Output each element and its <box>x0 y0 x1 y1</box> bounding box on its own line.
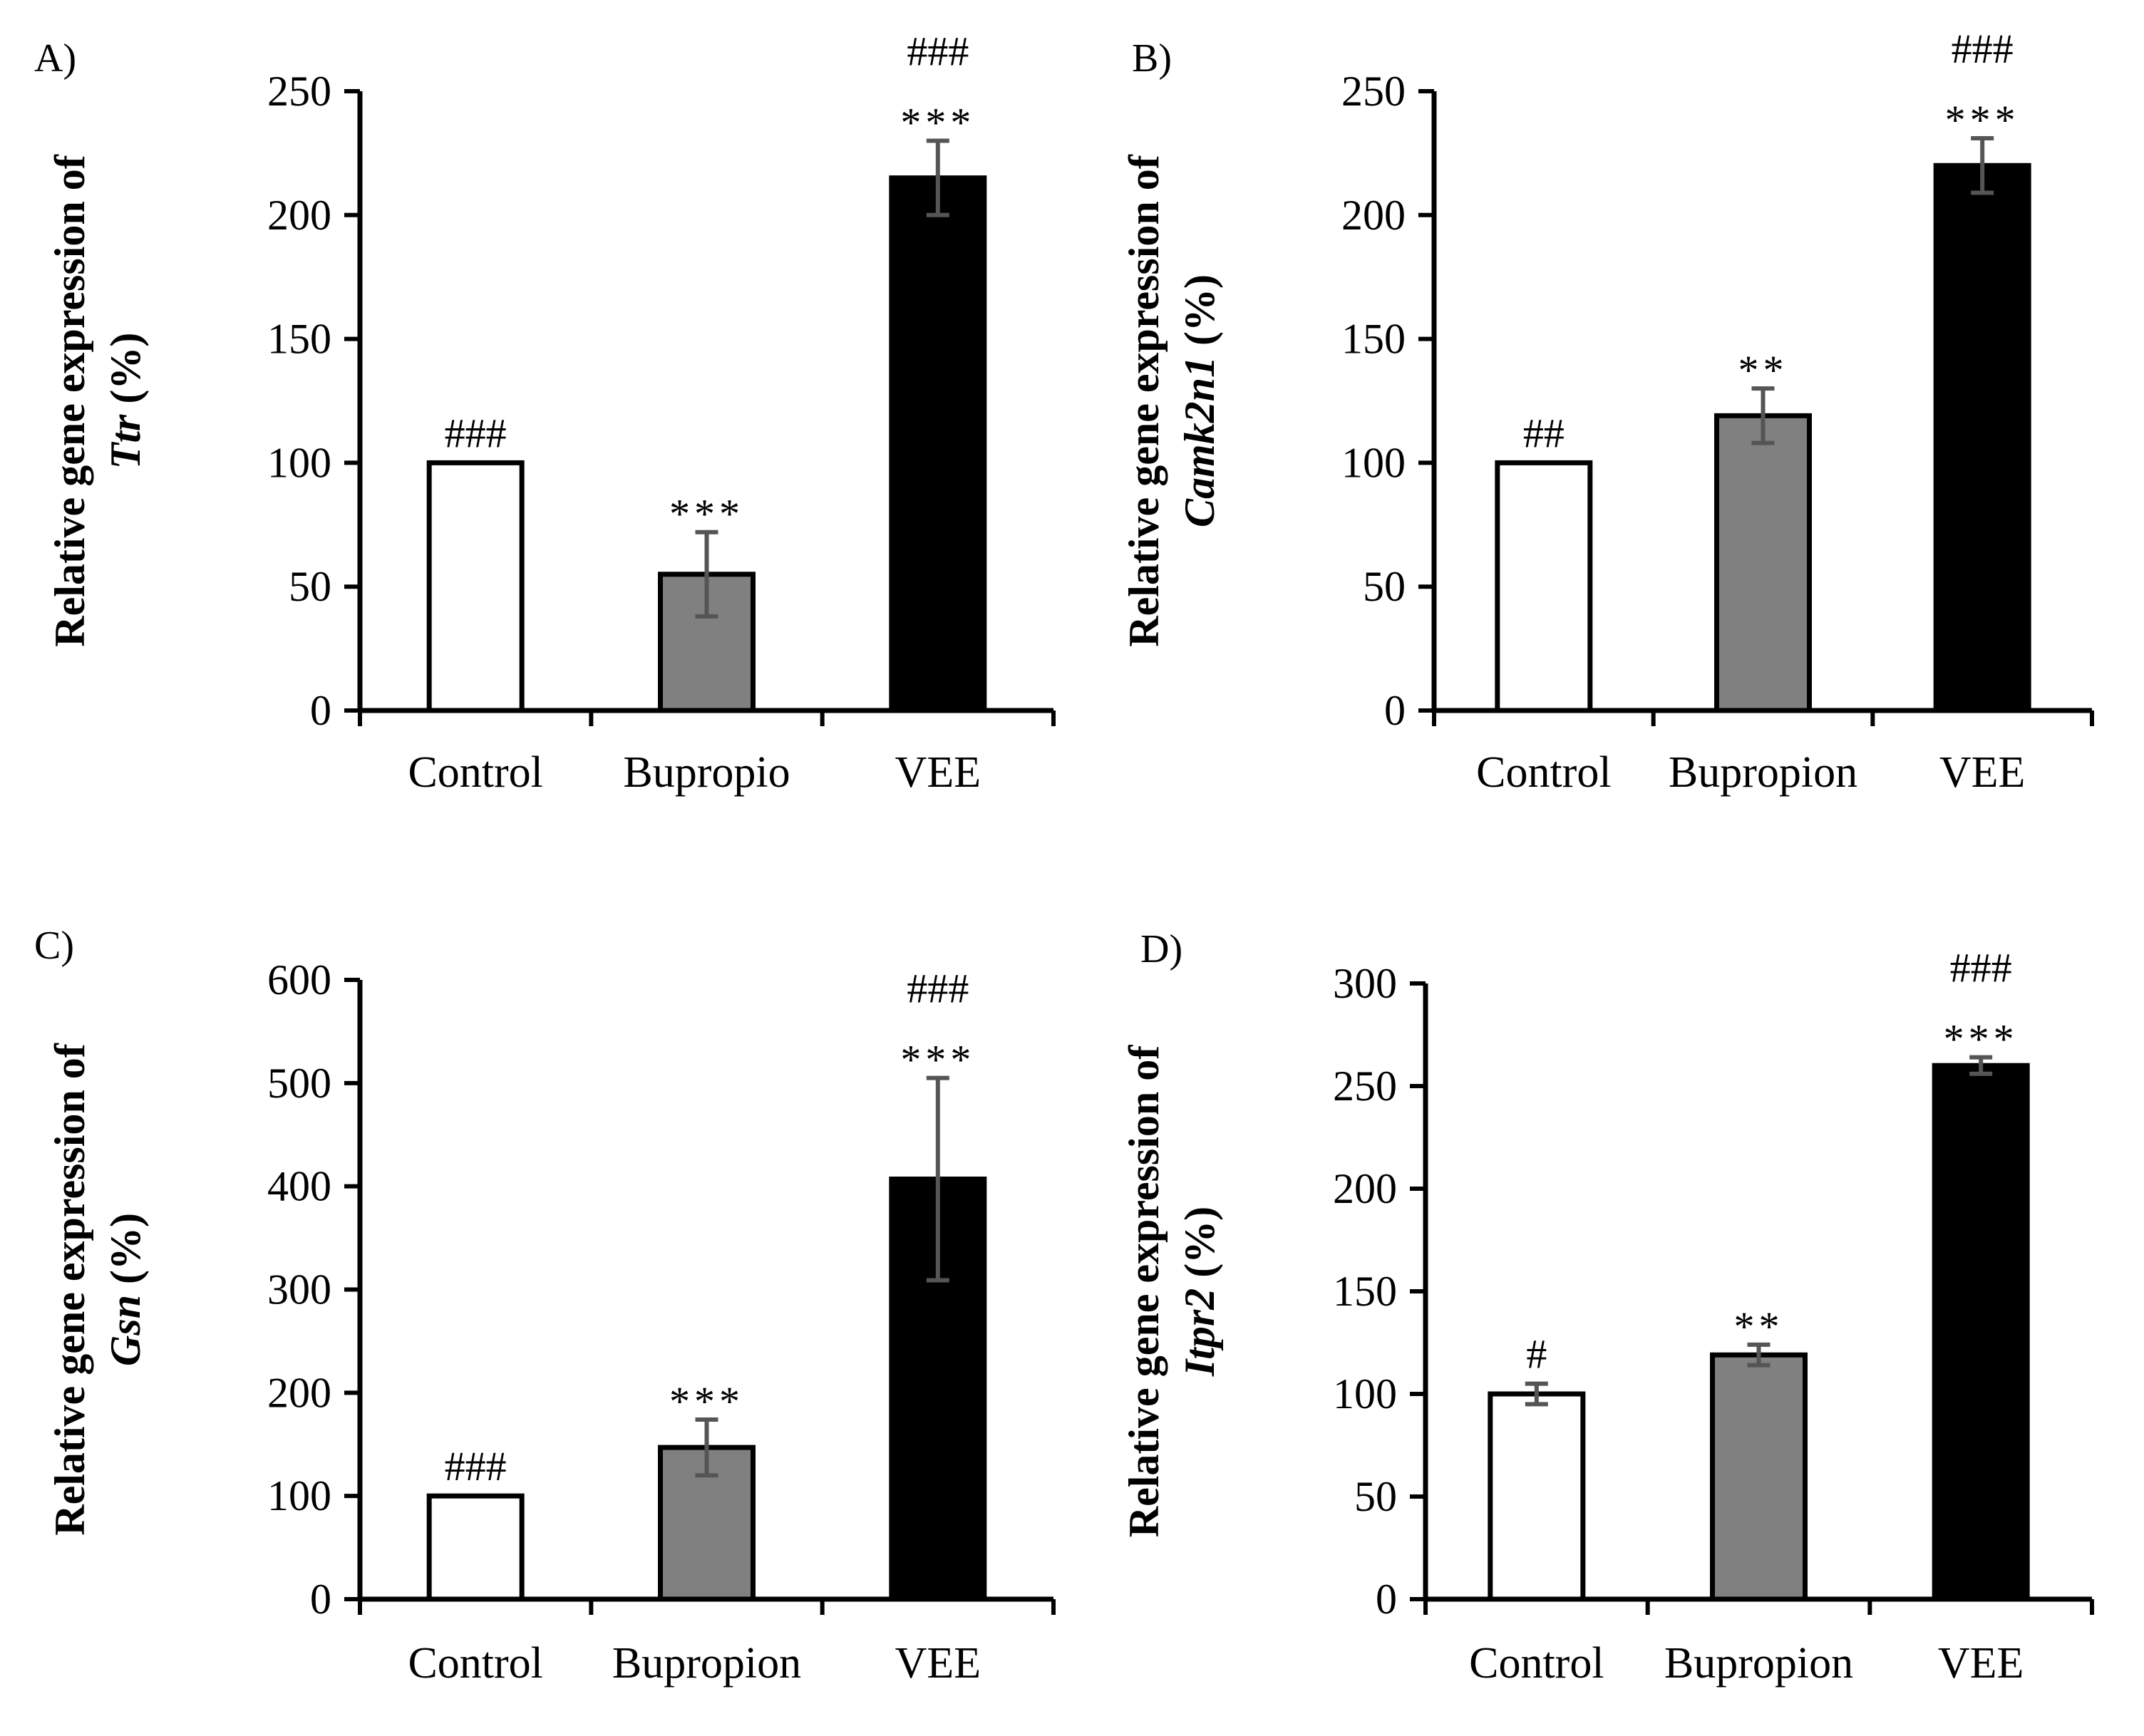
y-tick-label: 500 <box>267 1060 331 1107</box>
y-axis-label-line2: Camk2n1 (%) <box>1176 274 1223 527</box>
bar-control <box>426 1493 525 1602</box>
y-tick-label: 100 <box>267 1472 331 1519</box>
y-tick-label: 250 <box>1333 1063 1397 1110</box>
y-tick-label: 100 <box>267 439 331 486</box>
y-axis-label-line1: Relative gene expression of <box>46 1043 93 1535</box>
y-tick-label: 50 <box>1354 1473 1397 1520</box>
y-tick-label: 200 <box>267 192 331 239</box>
chart-panel-1: A) 0 50 100 150 200 250 Relative gene expressio… <box>34 29 1056 797</box>
y-axis-unit: (%) <box>102 1213 149 1295</box>
bar-control <box>1495 460 1593 713</box>
y-axis-unit: (%) <box>102 333 149 415</box>
significance-stars: *** <box>1945 97 2020 143</box>
y-tick-label: 0 <box>310 1576 331 1623</box>
x-category-label: Control <box>1469 1639 1604 1688</box>
significance-stars: *** <box>900 100 975 146</box>
y-axis-gene-name: Ttr <box>102 414 149 469</box>
y-tick-label: 150 <box>1333 1268 1397 1315</box>
y-tick-label: 200 <box>1333 1165 1397 1212</box>
y-tick-label: 0 <box>310 687 331 734</box>
significance-stars: *** <box>669 491 744 537</box>
y-tick-label: 200 <box>267 1369 331 1416</box>
bar-bupropion <box>1714 413 1812 713</box>
y-tick-label: 50 <box>1363 563 1406 610</box>
significance-hash: ### <box>445 1443 507 1489</box>
y-tick-label: 300 <box>267 1266 331 1313</box>
bar-vee <box>889 175 987 713</box>
bar-vee <box>1932 1063 2030 1602</box>
panel-label: D) <box>1140 927 1182 971</box>
y-axis-label-line2: Ttr (%) <box>102 333 149 470</box>
y-tick-label: 0 <box>1376 1576 1397 1623</box>
y-tick-label: 250 <box>267 68 331 115</box>
y-tick-label: 250 <box>1341 68 1406 115</box>
x-category-label: Bupropion <box>1664 1639 1853 1688</box>
chart-panel-4: D) 0 50 100 150 200 250 300 Relative gene expres… <box>1120 927 2094 1688</box>
y-tick-label: 400 <box>267 1163 331 1210</box>
y-tick-label: 50 <box>289 563 331 610</box>
panel-label: C) <box>34 924 74 968</box>
bar-control <box>426 460 525 713</box>
significance-stars: *** <box>1944 1016 2019 1063</box>
y-axis-gene-name: Camk2n1 <box>1176 356 1223 527</box>
y-tick-label: 150 <box>1341 316 1406 363</box>
significance-hash: ## <box>1523 410 1565 456</box>
significance-stars: ** <box>1738 347 1788 393</box>
y-axis-unit: (%) <box>1176 274 1223 356</box>
bar-bupropion <box>1710 1352 1808 1602</box>
significance-stars: *** <box>900 1037 975 1083</box>
x-category-label: VEE <box>895 1639 981 1688</box>
y-axis-label-line2: Itpr2 (%) <box>1176 1207 1223 1377</box>
x-category-label: Control <box>408 748 542 797</box>
bar-vee <box>1933 162 2031 713</box>
significance-stars: ** <box>1734 1303 1784 1350</box>
y-axis-unit: (%) <box>1176 1207 1223 1288</box>
x-category-label: VEE <box>1938 1639 2024 1688</box>
significance-hash: ### <box>907 29 969 75</box>
x-category-label: Bupropion <box>612 1639 801 1688</box>
x-category-label: Control <box>1476 748 1611 797</box>
y-tick-label: 300 <box>1333 960 1397 1007</box>
y-axis-label-line1: Relative gene expression of <box>46 154 93 646</box>
x-category-label: Bupropion <box>1669 748 1857 797</box>
significance-hash: ### <box>907 966 969 1012</box>
chart-panel-2: B) 0 50 100 150 200 250 Relative gene expressio… <box>1120 26 2094 797</box>
y-tick-label: 600 <box>267 956 331 1003</box>
panel-label: A) <box>34 36 76 81</box>
y-tick-label: 0 <box>1384 687 1406 734</box>
bar-control <box>1488 1391 1586 1602</box>
chart-panel-3: C) 0 100 200 300 400 500 600 Relative gene expre… <box>34 924 1056 1688</box>
y-tick-label: 150 <box>267 316 331 363</box>
significance-hash: ### <box>1950 945 2012 991</box>
y-axis-label-line1: Relative gene expression of <box>1120 154 1168 646</box>
y-tick-label: 200 <box>1341 192 1406 239</box>
x-category-label: Control <box>408 1639 542 1688</box>
x-category-label: Bupropio <box>623 748 790 797</box>
y-tick-label: 100 <box>1333 1370 1397 1417</box>
significance-stars: *** <box>669 1378 744 1425</box>
panel-label: B) <box>1132 36 1172 81</box>
y-axis-gene-name: Itpr2 <box>1176 1288 1223 1377</box>
x-category-label: VEE <box>1939 748 2026 797</box>
y-tick-label: 100 <box>1341 439 1406 486</box>
significance-hash: # <box>1526 1331 1547 1378</box>
y-axis-label-line1: Relative gene expression of <box>1120 1045 1168 1537</box>
x-category-label: VEE <box>895 748 981 797</box>
y-axis-gene-name: Gsn <box>102 1295 149 1366</box>
y-axis-label-line2: Gsn (%) <box>102 1213 149 1366</box>
significance-hash: ### <box>1952 26 2014 72</box>
significance-hash: ### <box>445 410 507 456</box>
